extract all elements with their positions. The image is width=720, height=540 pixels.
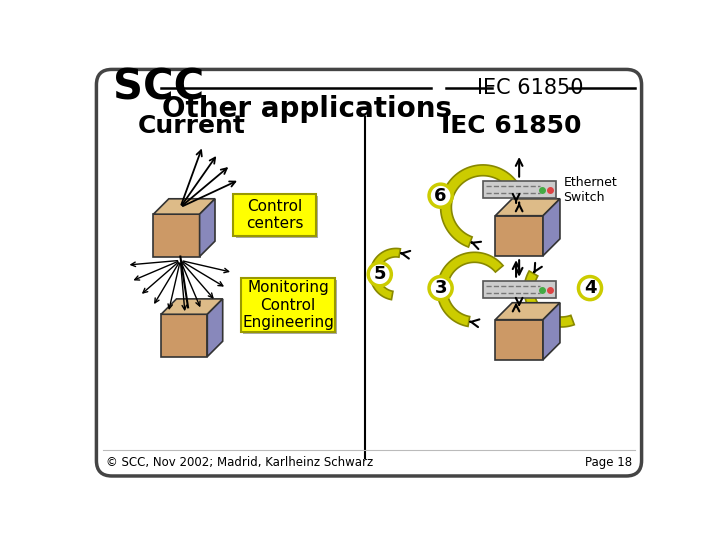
- Text: Current: Current: [138, 114, 246, 138]
- Text: Monitoring
Control
Engineering: Monitoring Control Engineering: [242, 280, 334, 330]
- Polygon shape: [199, 199, 215, 256]
- Polygon shape: [437, 252, 503, 326]
- Polygon shape: [495, 320, 543, 360]
- Polygon shape: [370, 248, 400, 300]
- Circle shape: [368, 262, 392, 286]
- Polygon shape: [161, 314, 207, 356]
- FancyBboxPatch shape: [243, 280, 338, 334]
- Polygon shape: [543, 199, 560, 256]
- Polygon shape: [495, 303, 560, 320]
- Polygon shape: [482, 181, 556, 198]
- Text: IEC 61850: IEC 61850: [477, 78, 584, 98]
- Polygon shape: [153, 199, 215, 214]
- Text: © SCC, Nov 2002; Madrid, Karlheinz Schwarz: © SCC, Nov 2002; Madrid, Karlheinz Schwa…: [106, 456, 373, 469]
- Text: 6: 6: [434, 187, 447, 205]
- Polygon shape: [495, 215, 543, 256]
- FancyBboxPatch shape: [235, 197, 318, 238]
- Polygon shape: [524, 271, 575, 327]
- FancyBboxPatch shape: [233, 194, 316, 236]
- Polygon shape: [495, 199, 560, 215]
- Polygon shape: [543, 303, 560, 360]
- Text: 5: 5: [374, 265, 386, 284]
- Text: Page 18: Page 18: [585, 456, 632, 469]
- Text: IEC 61850: IEC 61850: [441, 114, 582, 138]
- Polygon shape: [482, 281, 556, 298]
- Text: 3: 3: [434, 279, 447, 297]
- Text: 4: 4: [584, 279, 596, 297]
- FancyBboxPatch shape: [96, 70, 642, 476]
- Circle shape: [578, 276, 601, 300]
- Text: Other applications: Other applications: [163, 96, 452, 124]
- Polygon shape: [441, 165, 520, 247]
- Text: SCC: SCC: [113, 67, 204, 109]
- FancyBboxPatch shape: [241, 278, 335, 332]
- Circle shape: [429, 184, 452, 207]
- Circle shape: [429, 276, 452, 300]
- Polygon shape: [161, 299, 222, 314]
- Text: Control
centers: Control centers: [246, 199, 303, 231]
- Text: Ethernet
Switch: Ethernet Switch: [564, 176, 617, 204]
- Polygon shape: [207, 299, 222, 356]
- Polygon shape: [153, 214, 199, 256]
